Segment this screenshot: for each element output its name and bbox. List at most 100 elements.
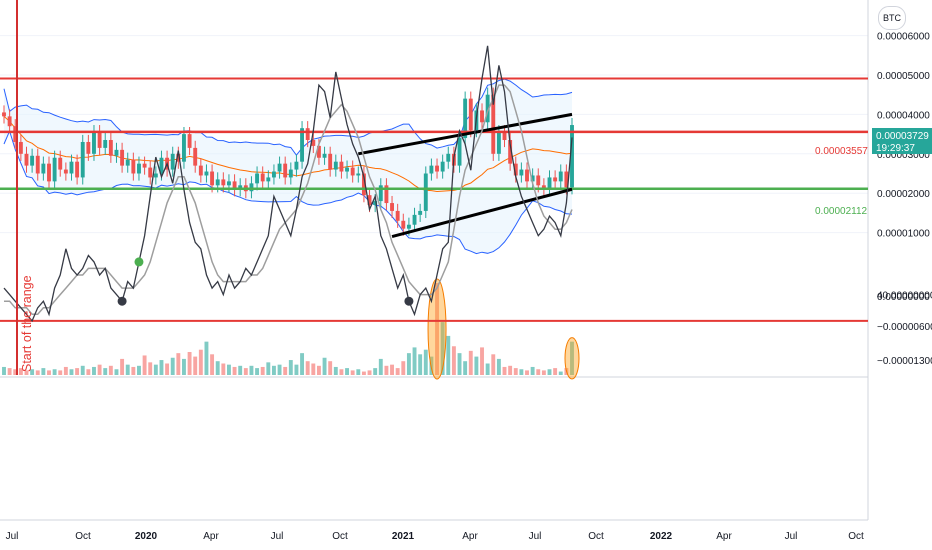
volume-bar [35,370,40,375]
time-tick-label: Oct [848,531,864,542]
rsi-ma-line [4,84,573,316]
volume-bar [463,361,468,375]
volume-bar [266,362,271,375]
candle-body [238,185,243,190]
time-scale[interactable]: Jul Oct 2020 Apr Jul Oct 2021 Apr Jul Oct 2022 Apr J… [6,531,864,542]
candle-body [485,94,490,123]
candle-body [215,179,220,186]
volume-bar [384,365,389,375]
volume-bar [18,368,23,375]
candle-body [13,126,18,142]
candle-body [328,153,333,170]
volume-bar [390,364,394,375]
candle-body [423,173,428,211]
volume-bar [120,358,125,375]
candle-body [547,177,552,190]
candle-body [266,177,271,182]
price-tick-label: 0.00006000 [877,32,930,43]
candle-body [390,203,394,211]
volume-bar [227,364,231,375]
bb-basis-line [3,116,573,193]
volume-bar [378,358,383,375]
bollinger-bands [3,78,573,255]
candle-body [496,132,501,154]
candle-body [570,125,574,188]
price-tick-label: 0.00004000 [877,110,930,121]
volume-bar [249,365,254,375]
volume-bar [182,358,186,375]
candle-body [401,220,406,229]
volume-bar [395,368,400,375]
price-tick-label: 0.00002000 [877,189,930,200]
candle-body [198,165,203,176]
volume-bar [367,370,372,375]
candle-body [271,171,276,178]
volume-bar [283,366,288,375]
current-price-label: 0.00003729 [876,131,929,142]
candle-body [446,153,451,162]
candle-body [2,112,6,117]
price-tick-label: 0.00005000 [877,71,930,82]
rsi-tick-label: 40.00000000 [877,291,932,302]
candle-body [564,171,569,188]
candle-body [508,140,513,164]
volume-bar [570,341,574,375]
rsi-marker-down [117,296,127,306]
volume-bar [69,369,74,375]
volume-bar [541,370,546,375]
volume-bar [457,353,462,375]
volume-highlight [427,278,447,380]
volume-bar [525,370,529,375]
volume-bar [451,346,456,375]
volume-bar [502,366,507,375]
candle-body [418,210,423,215]
candle-body [384,185,389,204]
candle-body [412,214,417,225]
volume-tick-label: −0.00000600 [877,322,932,333]
candle-body [148,167,153,178]
candle-body [333,161,338,170]
currency-badge[interactable]: BTC [878,6,906,30]
volume-tick-label: 0.00000000 [877,292,930,303]
volume-bar [446,335,451,375]
candle-body [316,145,321,158]
candle-body [361,173,366,196]
channel-upper-trendline [358,112,573,156]
candle-body [131,159,136,174]
candle-body [305,128,310,141]
volume-bar [114,369,119,375]
volume-bar [553,368,558,375]
volume-bar [423,349,428,375]
volume-bar [13,369,18,375]
candle-body [463,98,468,139]
candle-body [339,161,344,172]
volume-bar [159,360,164,375]
volume-bar [316,365,321,375]
candle-body [204,171,209,176]
volume-bar [198,349,203,375]
volume-bar [406,353,411,375]
candle-body [345,167,349,172]
bb-fill [4,79,572,254]
support-resistance-lines[interactable] [0,112,868,238]
candle-body [221,179,226,186]
price-scale[interactable]: 0.00007000 0.00006000 0.00005000 0.00004000… [877,0,932,367]
candle-body [97,132,102,148]
candle-body [125,159,130,166]
volume-bar [435,283,439,375]
volume-tick-label: −0.00001300 [877,356,932,367]
candles[interactable] [2,87,574,236]
candle-body [80,141,85,178]
candle-body [519,169,524,176]
volume-bar [361,371,366,375]
support-price-label: 0.00002112 [815,206,868,217]
volume-bar [474,356,479,375]
time-tick-label: Oct [75,531,91,542]
candle-body [176,153,181,162]
resistance-price-label: 0.00003557 [815,146,868,157]
volume-bar [92,366,96,375]
volume-bar [47,370,51,375]
volume-bar [137,365,141,375]
volume-bar [401,361,406,375]
